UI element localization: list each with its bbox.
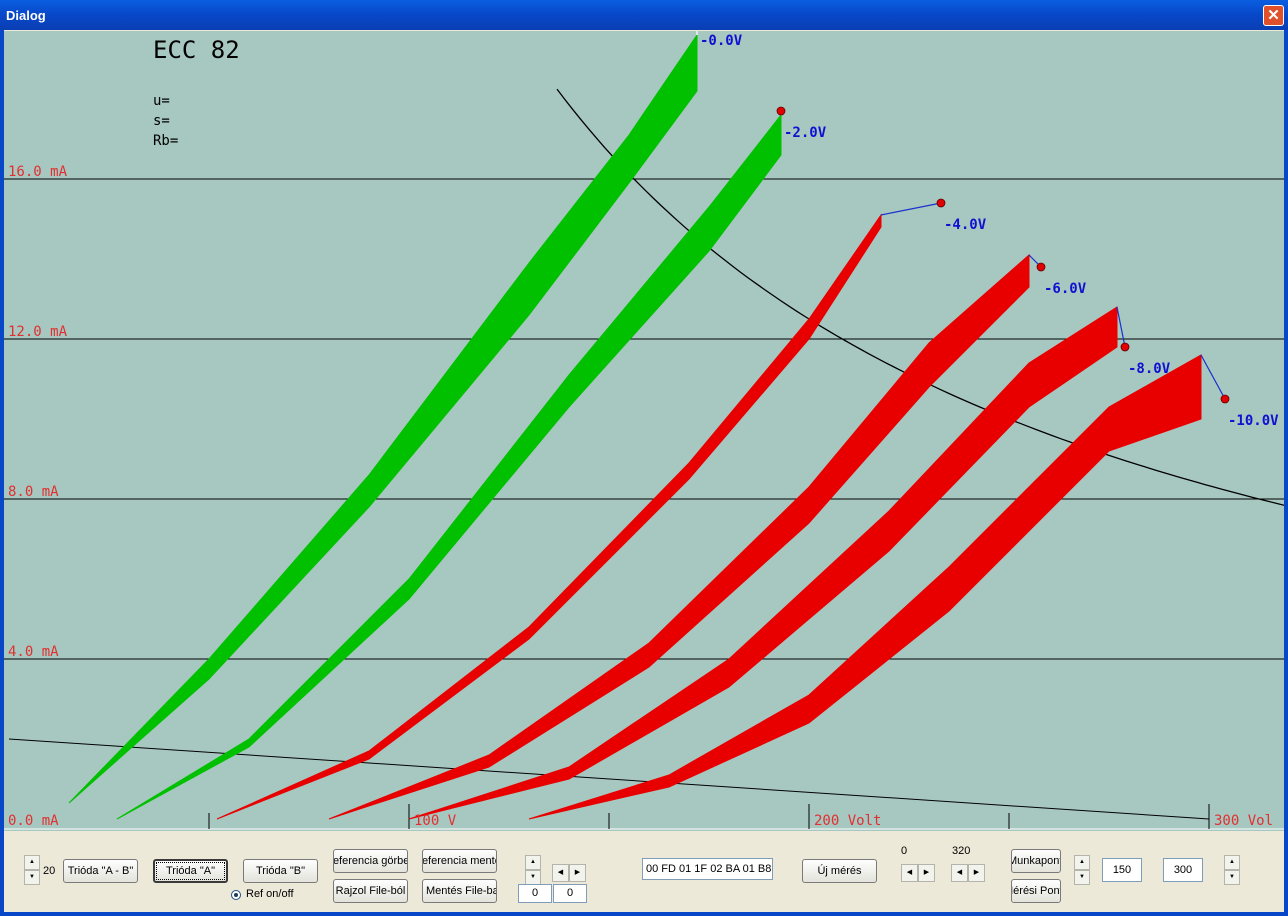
curve-band <box>408 306 1118 820</box>
chart-svg: -0.0V -2.0V -4.0V -6.0V -8.0V -10.0V 0.0 mA 4.0… <box>4 31 1284 830</box>
value-field-2[interactable]: 300 <box>1163 858 1203 882</box>
curve-tail <box>1116 306 1126 348</box>
curve-band <box>216 213 882 820</box>
reference-curve-button[interactable]: Referencia görbe <box>333 849 408 873</box>
reference-save-button[interactable]: Referencia mentés <box>422 849 497 873</box>
zoom-spinner[interactable]: ▲ ▼ <box>24 855 40 885</box>
new-measurement-button[interactable]: Új mérés <box>802 859 877 883</box>
curve-label: -0.0V <box>700 33 743 49</box>
window-frame-bottom <box>0 912 1288 916</box>
triode-b-button[interactable]: Trióda "B" <box>243 859 318 883</box>
range-max-spinner[interactable]: ◀ ▶ <box>951 864 985 882</box>
curve-band <box>116 113 782 820</box>
right-spinner-2[interactable]: ▲ ▼ <box>1224 855 1240 885</box>
spin-down-icon[interactable]: ▼ <box>525 870 541 885</box>
arrow-right-icon[interactable]: ▶ <box>918 864 935 882</box>
y-tick-label: 4.0 mA <box>8 644 59 660</box>
ref-toggle-label: Ref on/off <box>246 888 294 900</box>
y-tick-label: 16.0 mA <box>8 164 68 180</box>
control-panel: ▲ ▼ 20 Trióda "A - B" Trióda "A" Trióda … <box>4 831 1284 912</box>
curve-band <box>68 33 698 804</box>
triode-a-button[interactable]: Trióda "A" <box>153 859 228 883</box>
spin-up-icon[interactable]: ▲ <box>525 855 541 870</box>
curve-label: -6.0V <box>1044 281 1087 297</box>
curve-label: -8.0V <box>1128 361 1171 377</box>
workpoint-button[interactable]: Munkapont <box>1011 849 1061 873</box>
left-value-field-2[interactable]: 0 <box>553 884 587 903</box>
value-field-1[interactable]: 150 <box>1102 858 1142 882</box>
save-to-file-button[interactable]: Mentés File-ba <box>422 879 497 903</box>
curve-end-point <box>1120 342 1130 352</box>
spin-down-icon[interactable]: ▼ <box>1224 870 1240 885</box>
load-line <box>8 738 1210 820</box>
draw-from-file-button[interactable]: Rajzol File-ból <box>333 879 408 903</box>
spin-up-icon[interactable]: ▲ <box>24 855 40 870</box>
x-tick-label: 100 V <box>414 813 457 829</box>
param-label: u= <box>153 93 170 109</box>
curve-end-point <box>1036 262 1046 272</box>
curve-label: -4.0V <box>944 217 987 233</box>
spin-up-icon[interactable]: ▲ <box>1224 855 1240 870</box>
left-value-field-1[interactable]: 0 <box>518 884 552 903</box>
y-tick-label: 8.0 mA <box>8 484 59 500</box>
window-title: Dialog <box>6 8 46 23</box>
ref-toggle-radio[interactable] <box>231 890 241 900</box>
param-label: Rb= <box>153 133 178 149</box>
left-horizontal-spinner[interactable]: ◀ ▶ <box>552 864 586 882</box>
curve-band <box>328 253 1030 820</box>
curve-label: -2.0V <box>784 125 827 141</box>
arrow-right-icon[interactable]: ▶ <box>968 864 985 882</box>
curve-label: -10.0V <box>1228 413 1279 429</box>
x-tick-label: 200 Volt <box>814 813 881 829</box>
arrow-left-icon[interactable]: ◀ <box>901 864 918 882</box>
chart-title: ECC 82 <box>153 36 240 64</box>
curve-end-point <box>936 198 946 208</box>
range-max-label: 320 <box>952 845 971 857</box>
window-frame-right <box>1284 30 1288 916</box>
characteristic-plot: -0.0V -2.0V -4.0V -6.0V -8.0V -10.0V 0.0 mA 4.0… <box>4 31 1284 831</box>
y-tick-label: 0.0 mA <box>8 813 59 829</box>
curve-end-point <box>776 106 786 116</box>
curve-end-point <box>1220 394 1230 404</box>
spinner-value: 20 <box>43 865 56 877</box>
y-tick-label: 12.0 mA <box>8 324 68 340</box>
measure-point-button[interactable]: Mérési Pont <box>1011 879 1061 903</box>
spin-down-icon[interactable]: ▼ <box>1074 870 1090 885</box>
right-spinner-1[interactable]: ▲ ▼ <box>1074 855 1090 885</box>
arrow-left-icon[interactable]: ◀ <box>552 864 569 882</box>
spin-up-icon[interactable]: ▲ <box>1074 855 1090 870</box>
x-tick-label: 300 Vol <box>1214 813 1273 829</box>
range-min-spinner[interactable]: ◀ ▶ <box>901 864 935 882</box>
close-button[interactable]: ✕ <box>1263 5 1284 26</box>
arrow-right-icon[interactable]: ▶ <box>569 864 586 882</box>
left-vertical-spinner[interactable]: ▲ ▼ <box>525 855 541 885</box>
arrow-left-icon[interactable]: ◀ <box>951 864 968 882</box>
hex-data-field[interactable]: 00 FD 01 1F 02 BA 01 B8 <box>642 858 773 880</box>
param-label: s= <box>153 113 170 129</box>
title-bar: Dialog ✕ <box>0 0 1288 30</box>
range-min-label: 0 <box>901 845 908 857</box>
spin-down-icon[interactable]: ▼ <box>24 870 40 885</box>
curve-tail <box>1200 354 1226 400</box>
curve-band <box>528 354 1202 820</box>
curve-tail <box>880 202 942 216</box>
window-frame-left <box>0 30 4 916</box>
triode-ab-button[interactable]: Trióda "A - B" <box>63 859 138 883</box>
